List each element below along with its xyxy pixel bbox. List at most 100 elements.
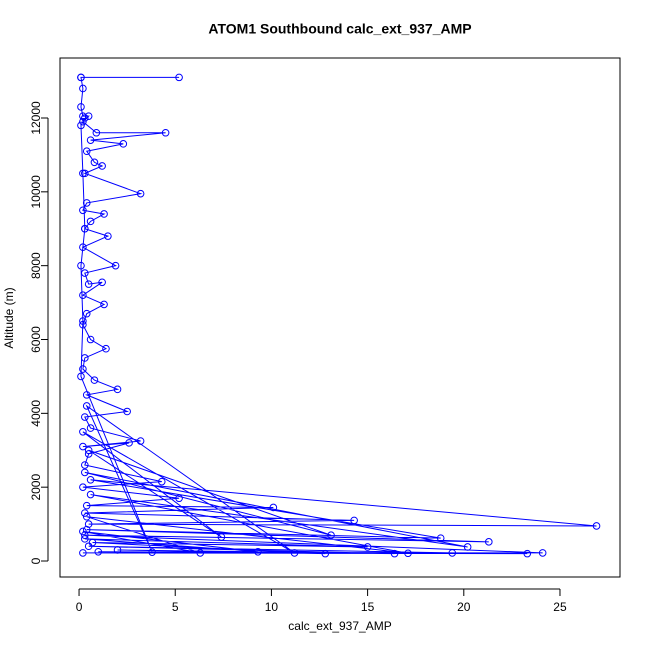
y-axis-label: Altitude (m) bbox=[2, 287, 16, 348]
data-point bbox=[92, 128, 101, 137]
data-point bbox=[111, 261, 120, 270]
data-point bbox=[79, 549, 87, 557]
data-point bbox=[98, 162, 106, 170]
data-point bbox=[327, 531, 335, 539]
data-point bbox=[86, 136, 95, 144]
data-point bbox=[523, 549, 532, 558]
data-point bbox=[363, 543, 372, 551]
data-point bbox=[84, 446, 93, 455]
data-point bbox=[79, 117, 87, 126]
data-point bbox=[82, 501, 91, 510]
data-point bbox=[136, 437, 145, 445]
y-tick-label: 8000 bbox=[29, 252, 43, 279]
data-point bbox=[79, 320, 87, 329]
data-point bbox=[254, 547, 262, 556]
data-point bbox=[84, 450, 93, 458]
x-axis-label: calc_ext_937_AMP bbox=[288, 619, 391, 633]
data-point bbox=[81, 531, 89, 539]
x-tick-label: 5 bbox=[172, 600, 179, 614]
data-point bbox=[94, 547, 103, 556]
data-point bbox=[436, 534, 445, 542]
data-point bbox=[81, 269, 89, 277]
data-point bbox=[84, 520, 93, 528]
data-line bbox=[80, 76, 597, 555]
chart-title: ATOM1 Southbound calc_ext_937_AMP bbox=[208, 21, 471, 37]
x-tick-label: 20 bbox=[457, 600, 471, 614]
data-point bbox=[79, 317, 87, 325]
data-point bbox=[79, 483, 87, 491]
data-point bbox=[82, 402, 91, 410]
x-tick-label: 25 bbox=[553, 600, 567, 614]
plot-frame bbox=[59, 57, 621, 578]
data-point bbox=[161, 128, 170, 137]
data-point bbox=[82, 199, 91, 207]
data-point bbox=[102, 344, 110, 353]
data-point bbox=[77, 103, 85, 111]
data-point bbox=[82, 391, 91, 399]
data-point bbox=[81, 169, 89, 178]
y-tick-label: 2000 bbox=[29, 474, 43, 501]
data-point bbox=[157, 477, 166, 486]
data-point bbox=[98, 278, 106, 287]
data-point bbox=[79, 427, 87, 436]
data-point bbox=[77, 121, 85, 130]
data-point bbox=[79, 243, 87, 252]
data-point bbox=[217, 533, 226, 541]
data-point bbox=[81, 509, 89, 517]
data-point bbox=[81, 413, 89, 421]
data-point bbox=[86, 490, 95, 499]
data-point bbox=[113, 385, 122, 394]
data-point bbox=[82, 147, 91, 156]
data-point bbox=[84, 280, 93, 288]
data-point bbox=[81, 354, 89, 362]
data-point bbox=[81, 114, 89, 122]
y-tick-label: 6000 bbox=[29, 326, 43, 353]
data-point bbox=[148, 548, 156, 556]
data-point bbox=[79, 442, 87, 451]
data-point bbox=[119, 140, 128, 148]
data-point bbox=[592, 522, 601, 530]
data-point bbox=[77, 73, 85, 82]
data-point bbox=[82, 525, 91, 534]
y-tick-label: 4000 bbox=[29, 400, 43, 427]
data-point bbox=[86, 217, 95, 226]
data-point bbox=[175, 73, 183, 82]
data-point bbox=[350, 516, 358, 525]
data-point bbox=[79, 527, 87, 536]
data-point bbox=[88, 538, 97, 547]
data-point bbox=[104, 232, 112, 240]
data-point bbox=[86, 424, 95, 432]
data-point bbox=[125, 439, 133, 447]
data-point bbox=[77, 261, 85, 270]
data-point bbox=[79, 365, 87, 373]
x-tick-label: 10 bbox=[265, 600, 279, 614]
data-point bbox=[90, 376, 99, 384]
data-point bbox=[81, 535, 89, 543]
data-point bbox=[485, 538, 493, 546]
data-point bbox=[390, 549, 399, 558]
x-tick-label: 0 bbox=[76, 600, 83, 614]
data-point bbox=[196, 549, 205, 557]
data-point bbox=[79, 206, 87, 215]
data-point bbox=[86, 475, 95, 484]
data-point bbox=[86, 335, 95, 344]
data-point bbox=[79, 169, 87, 178]
data-point bbox=[113, 546, 122, 554]
data-point bbox=[79, 112, 87, 120]
data-point bbox=[404, 549, 412, 558]
data-point bbox=[448, 549, 457, 557]
data-point bbox=[77, 372, 85, 381]
data-point bbox=[90, 158, 99, 167]
y-tick-label: 10000 bbox=[29, 175, 43, 209]
data-point bbox=[538, 549, 547, 557]
data-point bbox=[81, 224, 89, 233]
data-point bbox=[269, 503, 278, 512]
data-point bbox=[100, 300, 108, 309]
data-point bbox=[321, 549, 330, 558]
data-point bbox=[136, 189, 145, 198]
data-point bbox=[81, 468, 89, 477]
data-point bbox=[79, 291, 87, 300]
data-point bbox=[82, 512, 91, 521]
